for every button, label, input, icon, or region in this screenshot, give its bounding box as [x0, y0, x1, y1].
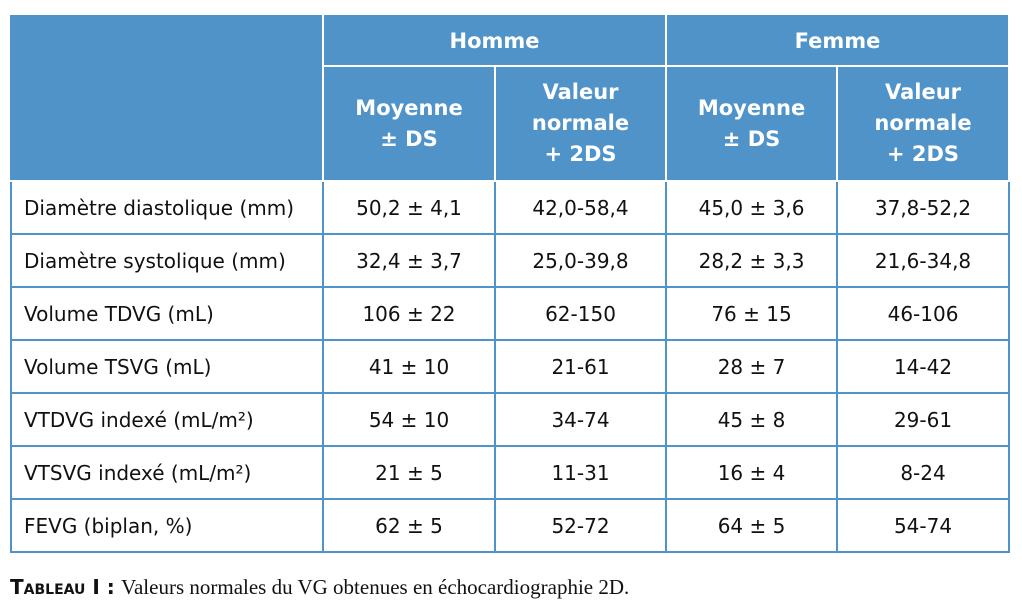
cell: 106 ± 22 [322, 286, 496, 341]
row-label: Volume TDVG (mL) [10, 286, 324, 341]
cell: 54-74 [836, 498, 1011, 553]
row-label: Diamètre systolique (mm) [10, 233, 324, 288]
corner-cell [10, 15, 324, 182]
cell: 21,6-34,8 [836, 233, 1011, 288]
cell: 21-61 [493, 339, 668, 394]
cell: 16 ± 4 [665, 445, 839, 500]
data-row: FEVG (biplan, %) 62 ± 5 52-72 64 ± 5 54-74 [10, 498, 1011, 553]
group-header: Homme [321, 15, 668, 67]
cell: 29-61 [836, 392, 1011, 447]
table: Homme Femme Moyenne ± DS Valeur normale + … [10, 15, 1011, 553]
cell: 45 ± 8 [665, 392, 839, 447]
data-row: Diamètre diastolique (mm) 50,2 ± 4,1 42,0-… [10, 180, 1011, 235]
sub-header: Valeur normale + 2DS [493, 65, 668, 182]
cell: 28 ± 7 [665, 339, 839, 394]
cell: 45,0 ± 3,6 [665, 180, 839, 235]
cell: 25,0-39,8 [493, 233, 668, 288]
cell: 21 ± 5 [322, 445, 496, 500]
cell: 76 ± 15 [665, 286, 839, 341]
cell: 41 ± 10 [322, 339, 496, 394]
cell: 37,8-52,2 [836, 180, 1011, 235]
sub-header-row: Moyenne ± DS Valeur normale + 2DS Moyenne … [11, 65, 1011, 182]
caption-text: Valeurs normales du VG obtenues en échoc… [121, 575, 630, 599]
data-row: VTSVG indexé (mL/m²) 21 ± 5 11-31 16 ± 4 8-2… [10, 445, 1011, 500]
cell: 8-24 [836, 445, 1011, 500]
group-header: Femme [665, 15, 1011, 67]
caption-label: Tableau I : [10, 575, 115, 599]
sub-header: Moyenne ± DS [322, 65, 496, 182]
cell: 50,2 ± 4,1 [322, 180, 496, 235]
cell: 64 ± 5 [665, 498, 839, 553]
cell: 54 ± 10 [322, 392, 496, 447]
cell: 62-150 [493, 286, 668, 341]
row-label: FEVG (biplan, %) [10, 498, 324, 553]
cell: 62 ± 5 [322, 498, 496, 553]
data-row: VTDVG indexé (mL/m²) 54 ± 10 34-74 45 ± 8 29… [10, 392, 1011, 447]
cell: 34-74 [493, 392, 668, 447]
group-header-row: Homme Femme [10, 15, 1011, 182]
row-label: Diamètre diastolique (mm) [10, 180, 324, 235]
cell: 32,4 ± 3,7 [322, 233, 496, 288]
cell: 52-72 [493, 498, 668, 553]
cell: 46-106 [836, 286, 1011, 341]
cell: 14-42 [836, 339, 1011, 394]
data-row: Diamètre systolique (mm) 32,4 ± 3,7 25,0-3… [10, 233, 1011, 288]
sub-header: Moyenne ± DS [665, 65, 839, 182]
data-row: Volume TDVG (mL) 106 ± 22 62-150 76 ± 15 46-… [10, 286, 1011, 341]
sub-header: Valeur normale + 2DS [836, 65, 1011, 182]
cell: 42,0-58,4 [493, 180, 668, 235]
row-label: VTSVG indexé (mL/m²) [10, 445, 324, 500]
data-row: Volume TSVG (mL) 41 ± 10 21-61 28 ± 7 14-42 [10, 339, 1011, 394]
caption: Tableau I : Valeurs normales du VG obten… [10, 575, 629, 600]
row-label: Volume TSVG (mL) [10, 339, 324, 394]
cell: 11-31 [493, 445, 668, 500]
row-label: VTDVG indexé (mL/m²) [10, 392, 324, 447]
cell: 28,2 ± 3,3 [665, 233, 839, 288]
